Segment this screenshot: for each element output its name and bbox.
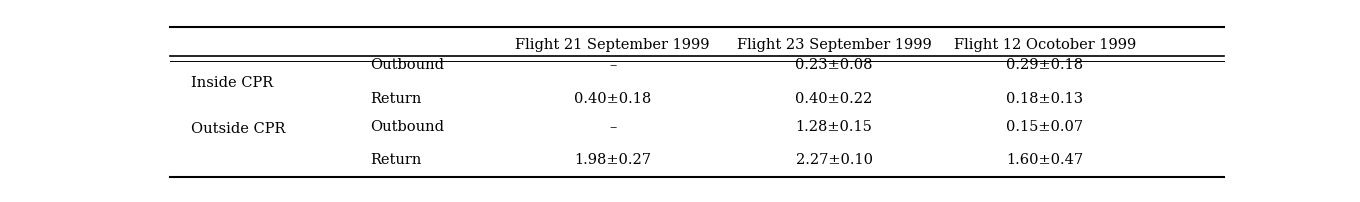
Text: 0.40±0.18: 0.40±0.18	[574, 92, 651, 106]
Text: 0.15±0.07: 0.15±0.07	[1006, 119, 1084, 133]
Text: 1.60±0.47: 1.60±0.47	[1006, 152, 1084, 166]
Text: 1.28±0.15: 1.28±0.15	[796, 119, 873, 133]
Text: Inside CPR: Inside CPR	[190, 76, 273, 89]
Text: Flight 23 September 1999: Flight 23 September 1999	[737, 38, 932, 52]
Text: 0.18±0.13: 0.18±0.13	[1006, 92, 1084, 106]
Text: Outbound: Outbound	[370, 119, 445, 133]
Text: Flight 12 Ocotober 1999: Flight 12 Ocotober 1999	[953, 38, 1136, 52]
Text: Return: Return	[370, 92, 422, 106]
Text: 2.27±0.10: 2.27±0.10	[796, 152, 873, 166]
Text: 0.29±0.18: 0.29±0.18	[1006, 58, 1084, 72]
Text: 0.40±0.22: 0.40±0.22	[796, 92, 873, 106]
Text: –: –	[609, 58, 616, 72]
Text: –: –	[609, 119, 616, 133]
Text: Flight 21 September 1999: Flight 21 September 1999	[515, 38, 710, 52]
Text: Return: Return	[370, 152, 422, 166]
Text: 0.23±0.08: 0.23±0.08	[796, 58, 873, 72]
Text: Outbound: Outbound	[370, 58, 445, 72]
Text: 1.98±0.27: 1.98±0.27	[574, 152, 651, 166]
Text: Outside CPR: Outside CPR	[190, 121, 286, 135]
